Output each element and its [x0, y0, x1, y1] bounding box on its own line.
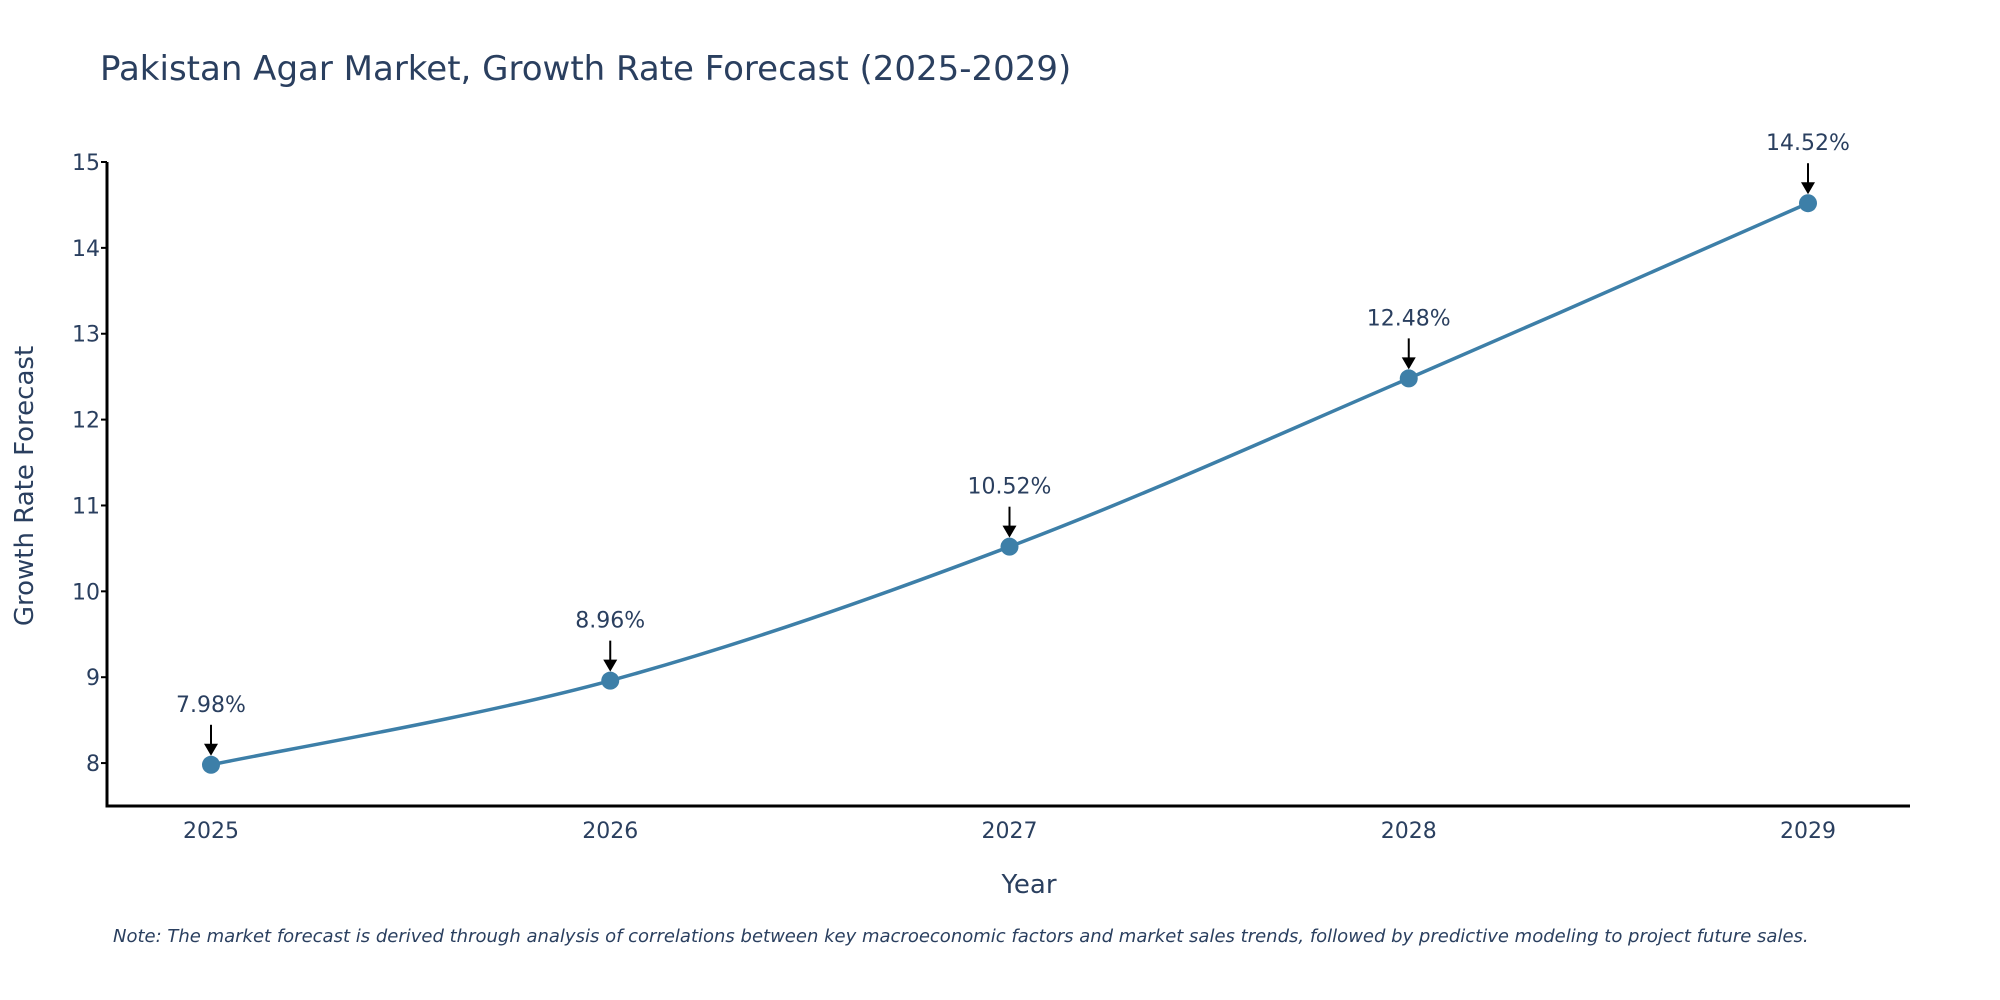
- annotation-arrow-head: [1801, 182, 1815, 195]
- data-markers: [202, 194, 1817, 774]
- x-tick-label: 2026: [582, 819, 638, 844]
- annotation-arrow-head: [204, 743, 218, 756]
- x-tick-label: 2028: [1381, 819, 1437, 844]
- data-point: [202, 755, 220, 774]
- y-tick-label: 10: [72, 580, 100, 605]
- x-tick-label: 2029: [1780, 819, 1836, 844]
- data-point: [1799, 194, 1817, 213]
- y-tick-label: 8: [86, 752, 100, 777]
- chart-note: Note: The market forecast is derived thr…: [113, 926, 1809, 947]
- chart-title: Pakistan Agar Market, Growth Rate Foreca…: [100, 49, 1071, 89]
- x-axis-title: Year: [1000, 870, 1056, 900]
- y-axis-ticks: 8 9 10 11 12 13 14 15: [72, 151, 107, 777]
- x-tick-label: 2027: [982, 819, 1038, 844]
- annotation-arrow-head: [603, 659, 618, 672]
- data-label: 7.98%: [176, 693, 246, 718]
- annotation-arrow-head: [1002, 525, 1017, 538]
- annotation-arrow-head: [1401, 357, 1416, 370]
- data-label: 10.52%: [968, 475, 1052, 500]
- y-tick-label: 15: [72, 151, 100, 176]
- data-point: [1000, 537, 1019, 556]
- data-label: 12.48%: [1367, 306, 1451, 331]
- data-label: 14.52%: [1766, 131, 1850, 156]
- x-axis-ticks: 2025 2026 2027 2028 2029: [183, 819, 1836, 844]
- y-tick-label: 13: [72, 323, 100, 348]
- data-annotations: 7.98% 8.96% 10.52% 12.48% 14.52%: [176, 131, 1850, 756]
- y-tick-label: 14: [72, 237, 100, 262]
- data-point: [601, 671, 620, 690]
- y-tick-label: 9: [86, 666, 100, 691]
- data-point: [1399, 369, 1418, 388]
- y-tick-label: 11: [72, 494, 100, 519]
- data-label: 8.96%: [575, 609, 645, 634]
- x-tick-label: 2025: [183, 819, 239, 844]
- y-tick-label: 12: [72, 409, 100, 434]
- y-axis-title: Growth Rate Forecast: [10, 346, 40, 626]
